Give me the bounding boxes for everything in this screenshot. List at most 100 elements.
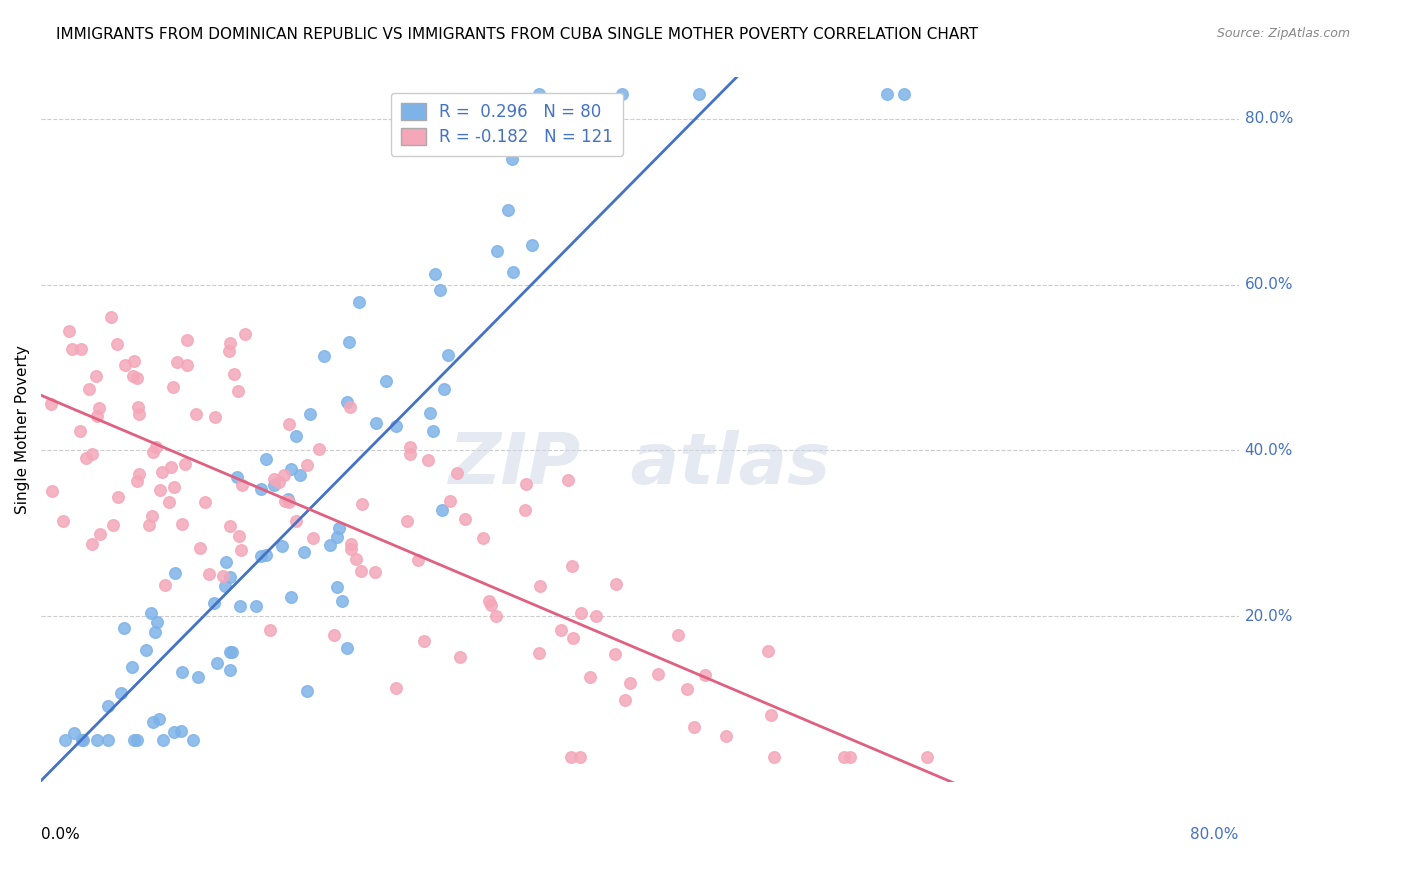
Point <box>550 623 572 637</box>
Point <box>152 733 174 747</box>
Point <box>127 400 149 414</box>
Point <box>86 733 108 747</box>
Point <box>326 530 349 544</box>
Text: 60.0%: 60.0% <box>1244 277 1294 292</box>
Point <box>297 683 319 698</box>
Point <box>149 483 172 498</box>
Point <box>150 465 173 479</box>
Point <box>231 542 253 557</box>
Text: 80.0%: 80.0% <box>1191 828 1239 842</box>
Point <box>446 466 468 480</box>
Point <box>756 644 779 658</box>
Legend: R =  0.296   N = 80, R = -0.182   N = 121: R = 0.296 N = 80, R = -0.182 N = 121 <box>391 93 623 156</box>
Point <box>290 468 312 483</box>
Point <box>224 367 246 381</box>
Point <box>325 580 347 594</box>
Point <box>263 472 285 486</box>
Point <box>110 686 132 700</box>
Point <box>235 327 257 342</box>
Point <box>170 724 193 739</box>
Point <box>82 536 104 550</box>
Point <box>250 549 273 563</box>
Text: Source: ZipAtlas.com: Source: ZipAtlas.com <box>1216 27 1350 40</box>
Point <box>472 531 495 545</box>
Point <box>568 750 591 764</box>
Point <box>122 733 145 747</box>
Point <box>69 342 91 356</box>
Point <box>121 660 143 674</box>
Point <box>432 503 454 517</box>
Point <box>439 494 461 508</box>
Text: 20.0%: 20.0% <box>1244 608 1294 624</box>
Text: IMMIGRANTS FROM DOMINICAN REPUBLIC VS IMMIGRANTS FROM CUBA SINGLE MOTHER POVERTY: IMMIGRANTS FROM DOMINICAN REPUBLIC VS IM… <box>56 27 979 42</box>
Point <box>139 606 162 620</box>
Point <box>128 467 150 481</box>
Point <box>605 576 627 591</box>
Point <box>610 87 633 101</box>
Point <box>188 541 211 556</box>
Point <box>218 343 240 358</box>
Point <box>86 409 108 424</box>
Point <box>122 368 145 383</box>
Point <box>416 453 439 467</box>
Point <box>412 634 434 648</box>
Point <box>219 570 242 584</box>
Point <box>501 152 523 166</box>
Point <box>513 502 536 516</box>
Point <box>666 628 689 642</box>
Point <box>876 87 898 101</box>
Point <box>170 516 193 531</box>
Point <box>202 596 225 610</box>
Point <box>277 491 299 506</box>
Point <box>280 591 302 605</box>
Point <box>114 358 136 372</box>
Point <box>204 410 226 425</box>
Point <box>557 473 579 487</box>
Point <box>759 707 782 722</box>
Point <box>80 447 103 461</box>
Point <box>336 640 359 655</box>
Point <box>278 494 301 508</box>
Point <box>569 607 592 621</box>
Point <box>529 87 551 101</box>
Point <box>688 87 710 101</box>
Point <box>166 355 188 369</box>
Text: 40.0%: 40.0% <box>1244 442 1294 458</box>
Point <box>676 681 699 696</box>
Point <box>280 461 302 475</box>
Text: 0.0%: 0.0% <box>41 828 80 842</box>
Point <box>186 407 208 421</box>
Point <box>254 548 277 562</box>
Point <box>893 87 915 101</box>
Point <box>125 733 148 747</box>
Point <box>141 509 163 524</box>
Point <box>219 336 242 351</box>
Point <box>219 663 242 677</box>
Point <box>163 480 186 494</box>
Point <box>323 628 346 642</box>
Point <box>254 452 277 467</box>
Point <box>122 354 145 368</box>
Point <box>69 424 91 438</box>
Point <box>215 555 238 569</box>
Point <box>181 733 204 747</box>
Point <box>176 359 198 373</box>
Point <box>214 579 236 593</box>
Point <box>395 514 418 528</box>
Point <box>339 400 361 414</box>
Point <box>425 267 447 281</box>
Point <box>249 483 271 497</box>
Point <box>86 368 108 383</box>
Point <box>399 440 422 454</box>
Point <box>100 310 122 324</box>
Point <box>89 526 111 541</box>
Point <box>619 675 641 690</box>
Point <box>562 631 585 645</box>
Point <box>259 623 281 637</box>
Point <box>128 407 150 421</box>
Point <box>127 371 149 385</box>
Point <box>515 476 537 491</box>
Point <box>330 593 353 607</box>
Point <box>312 349 335 363</box>
Point <box>165 566 187 580</box>
